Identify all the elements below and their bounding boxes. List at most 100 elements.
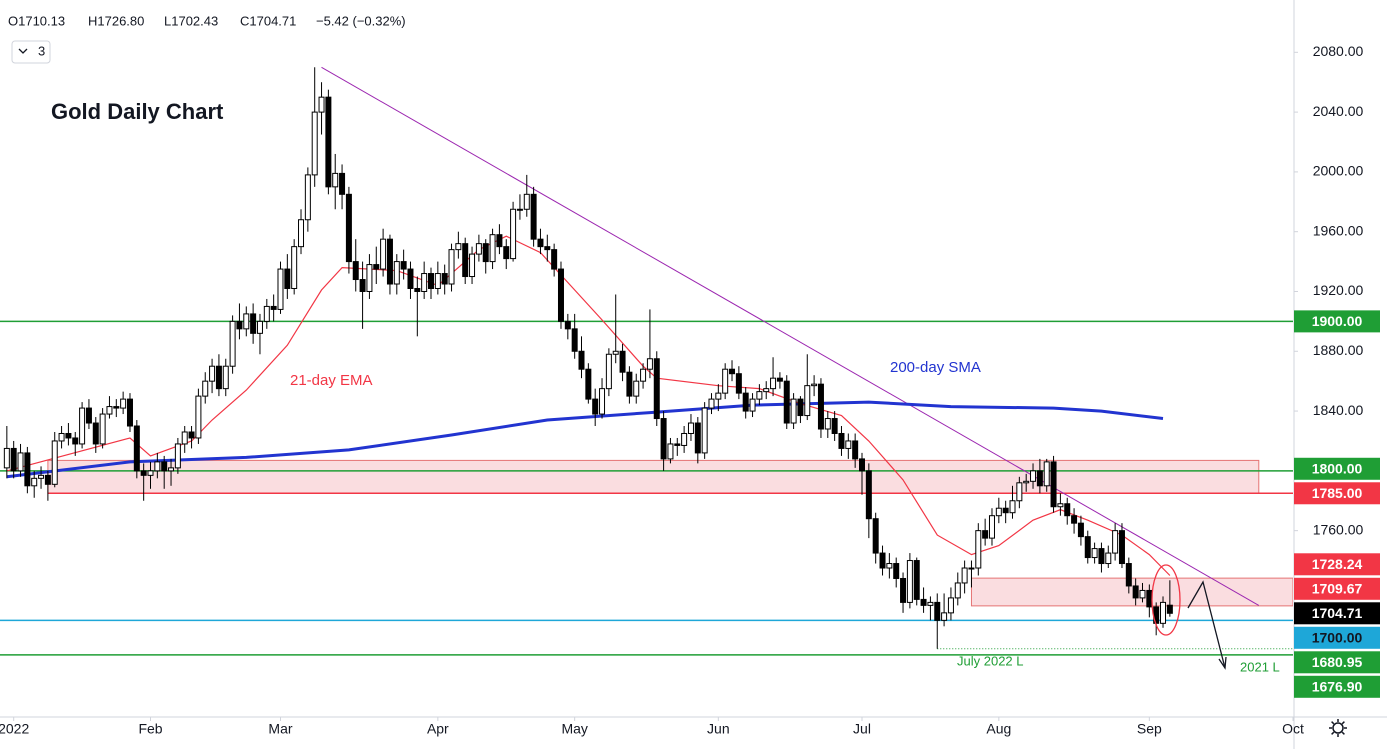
candle-body (599, 388, 606, 415)
candle-body (619, 350, 626, 373)
candle-body (886, 563, 893, 569)
candle-body (742, 392, 749, 412)
candle-body (311, 111, 318, 176)
candle-body (1118, 530, 1125, 565)
candle-body (455, 243, 462, 251)
candle-body (1002, 507, 1009, 514)
gear-teeth (1329, 719, 1347, 737)
candle-body (893, 563, 900, 579)
candle-body (126, 398, 133, 427)
candle-body (1125, 563, 1132, 587)
price-box-label: 1785.00 (1312, 485, 1363, 501)
header-open: O1710.13 (8, 13, 65, 28)
candle-body (605, 353, 612, 390)
candle-body (345, 193, 352, 263)
candle-body (1098, 548, 1105, 565)
gear-icon[interactable] (1332, 722, 1344, 734)
zone (47, 459, 1260, 494)
candle-body (1139, 589, 1146, 599)
candle-body (927, 601, 934, 606)
candle-body (626, 371, 633, 397)
candle-body (489, 234, 496, 263)
candle-body (947, 597, 954, 614)
candle-body (708, 398, 715, 409)
candle-body (1146, 589, 1153, 608)
candle-body (352, 261, 359, 281)
candle-body (879, 552, 886, 569)
candle-body (243, 313, 250, 330)
candle-body (133, 425, 140, 472)
candle-body (1084, 536, 1091, 559)
candle-body (140, 470, 147, 476)
candle-body (256, 320, 263, 334)
candle-body (845, 440, 852, 449)
indicator-toggle[interactable]: 3 (11, 40, 51, 64)
candle-body (202, 380, 209, 397)
candle-body (1160, 601, 1167, 624)
july-low-label: July 2022 L (957, 653, 1024, 668)
price-box (1294, 626, 1380, 649)
candle-body (79, 407, 86, 445)
candle-body (941, 612, 948, 621)
candle-body (756, 391, 763, 400)
candle-body (17, 452, 24, 472)
header-change: −5.42 (−0.32%) (316, 13, 406, 28)
candle-body (291, 246, 298, 289)
candle-body (735, 373, 742, 394)
y-tick-label: 2040.00 (1313, 103, 1364, 119)
candle-body (393, 261, 400, 285)
price-box-label: 1900.00 (1312, 313, 1363, 329)
candle-body (537, 238, 544, 248)
candle-body (106, 406, 113, 415)
candle-body (763, 388, 770, 393)
candle-body (332, 172, 339, 188)
candle-body (804, 385, 811, 417)
candle-body (687, 422, 694, 434)
candle-body (3, 447, 10, 469)
y-tick-label: 1760.00 (1313, 521, 1364, 537)
candle-body (181, 431, 188, 445)
candle-body (325, 96, 332, 188)
candle-body (1016, 482, 1023, 502)
candle-body (441, 273, 448, 285)
candle-body (715, 392, 722, 400)
candle-body (975, 530, 982, 569)
candle-body (31, 477, 38, 487)
candle-body (161, 461, 168, 472)
sma-line (6, 400, 1164, 479)
candle-body (770, 377, 777, 390)
candle-body (557, 268, 564, 322)
x-tick-label: Apr (427, 721, 449, 737)
candle-body (1023, 480, 1030, 484)
candle-body (421, 273, 428, 292)
candle-body (298, 219, 305, 248)
price-box-label: 1700.00 (1312, 629, 1363, 645)
candle-body (475, 243, 482, 255)
candle-body (674, 443, 681, 446)
candle-body (284, 268, 291, 289)
x-tick-label: May (561, 721, 587, 737)
candle-body (250, 313, 257, 334)
candle-body (900, 577, 907, 603)
candle-body (373, 264, 380, 270)
candle-body (496, 234, 503, 248)
candle-body (462, 243, 469, 278)
candle-body (729, 368, 736, 375)
settings-button[interactable] (1329, 719, 1347, 737)
candle-body (544, 246, 551, 251)
candle-body (113, 406, 120, 409)
candle-body (318, 96, 325, 113)
candle-body (571, 328, 578, 352)
price-box-label: 1709.67 (1312, 580, 1363, 596)
price-box (1294, 482, 1380, 505)
y-tick-label: 1840.00 (1313, 402, 1364, 418)
candle-body (209, 365, 216, 382)
candle-body (681, 432, 688, 446)
candle-body (968, 567, 975, 570)
price-box (1294, 310, 1380, 333)
candle-body (263, 305, 270, 322)
candle-body (523, 193, 530, 210)
candle-body (1105, 552, 1112, 565)
indicator-toggle-box[interactable] (11, 40, 51, 64)
candle-body (934, 601, 941, 621)
